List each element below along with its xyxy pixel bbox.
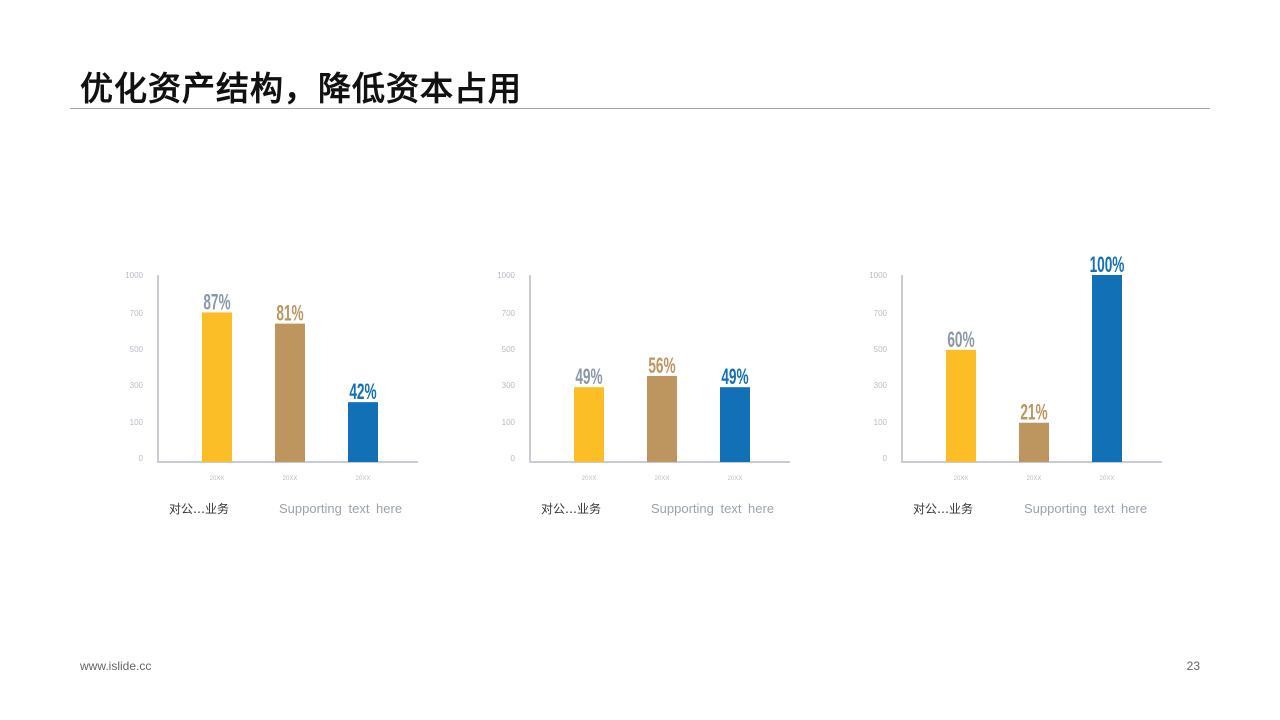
chart-1-y-tick-label: 300 — [130, 381, 144, 390]
chart-2-data-label: 49% — [575, 364, 602, 389]
chart-1-y-tick-label: 100 — [130, 418, 144, 427]
chart-3-y-tick-label: 500 — [874, 345, 888, 354]
chart-3-y-tick-label: 700 — [874, 309, 888, 318]
chart-1-caption: 对公…业务 — [169, 502, 230, 516]
chart-3-supporting-text: Supporting text here — [1024, 501, 1148, 516]
chart-3-bar — [1019, 422, 1049, 462]
chart-2-data-label: 49% — [721, 364, 748, 389]
chart-2-y-tick-label: 1000 — [497, 271, 515, 280]
chart-3-x-tick-label: 20XX — [954, 476, 969, 482]
chart-3-y-tick-label: 0 — [883, 454, 888, 463]
chart-2-bar — [720, 387, 750, 462]
title-divider — [70, 108, 1210, 109]
chart-2-y-tick-label: 700 — [502, 309, 516, 318]
chart-2-bar — [574, 387, 604, 462]
chart-3-x-tick-label: 20XX — [1027, 476, 1042, 482]
chart-1-supporting-text: Supporting text here — [279, 501, 403, 516]
chart-2-y-tick-label: 0 — [511, 454, 516, 463]
chart-2-data-label: 56% — [648, 353, 675, 378]
chart-2-x-tick-label: 20XX — [655, 476, 670, 482]
page-title: 优化资产结构，降低资本占用 — [80, 69, 522, 108]
chart-2-x-tick-label: 20XX — [728, 476, 743, 482]
chart-3-caption: 对公…业务 — [913, 502, 974, 516]
chart-3-y-tick-label: 300 — [874, 381, 888, 390]
chart-2-y-tick-label: 500 — [502, 345, 516, 354]
chart-1-bar — [348, 402, 378, 462]
chart-2-x-tick-label: 20XX — [582, 476, 597, 482]
chart-1-bar — [202, 312, 232, 462]
chart-3-bar — [946, 349, 976, 462]
chart-1-x-tick-label: 20XX — [356, 476, 371, 482]
chart-3-bar — [1092, 275, 1122, 462]
chart-2-caption: 对公…业务 — [541, 502, 602, 516]
chart-2-y-tick-label: 300 — [502, 381, 516, 390]
chart-3-x-tick-label: 20XX — [1100, 476, 1115, 482]
chart-3-data-label: 21% — [1020, 399, 1047, 424]
chart-1-data-label: 87% — [203, 289, 230, 314]
chart-2-bar — [647, 375, 677, 462]
chart-1-y-tick-label: 1000 — [125, 271, 143, 280]
chart-1-bar — [275, 323, 305, 462]
chart-1-x-tick-label: 20XX — [210, 476, 225, 482]
footer-url[interactable]: www.islide.cc — [80, 659, 152, 673]
chart-1-data-label: 81% — [276, 300, 303, 325]
chart-3-y-tick-label: 100 — [874, 418, 888, 427]
chart-2-supporting-text: Supporting text here — [651, 501, 775, 516]
chart-1-y-tick-label: 0 — [139, 454, 144, 463]
chart-1-y-tick-label: 500 — [130, 345, 144, 354]
chart-2-y-tick-label: 100 — [502, 418, 516, 427]
chart-3-data-label: 60% — [947, 326, 974, 351]
chart-1-y-tick-label: 700 — [130, 309, 144, 318]
chart-1-data-label: 42% — [349, 379, 376, 404]
chart-3-data-label: 100% — [1090, 252, 1125, 277]
page-number: 23 — [1186, 659, 1200, 673]
chart-3-y-tick-label: 1000 — [869, 271, 887, 280]
chart-1-x-tick-label: 20XX — [283, 476, 298, 482]
